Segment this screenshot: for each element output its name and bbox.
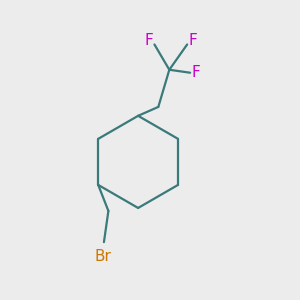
Text: Br: Br — [94, 249, 111, 264]
Text: F: F — [188, 33, 197, 48]
Text: F: F — [191, 65, 200, 80]
Text: F: F — [145, 33, 154, 48]
